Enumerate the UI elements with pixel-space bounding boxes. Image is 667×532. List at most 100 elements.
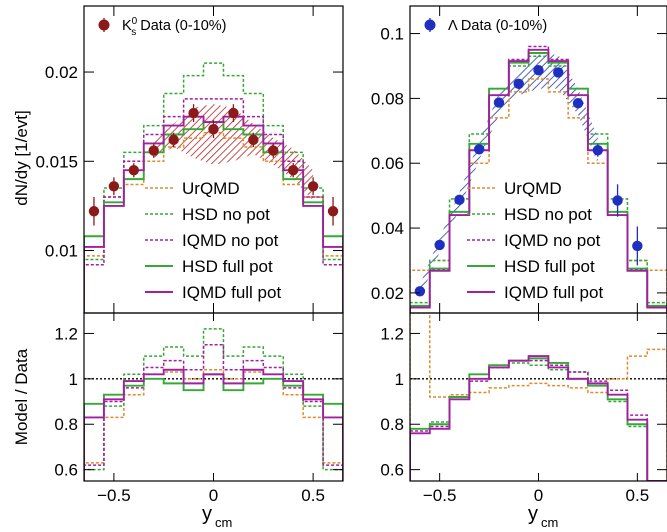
data-point — [414, 286, 426, 297]
data-marker — [493, 97, 505, 108]
panel-k0s-ratio: 0.6 0.8 1 1.2 −0.5 0 0.5 — [54, 312, 344, 505]
data-point — [434, 239, 445, 251]
data-marker — [248, 134, 259, 146]
data-marker — [612, 195, 623, 206]
y-tick: 1.2 — [380, 324, 667, 343]
plot-area — [410, 313, 667, 481]
series-hsd_nopot — [84, 328, 343, 481]
data-point — [327, 196, 339, 226]
x-axis-label-sub: cm — [541, 515, 558, 530]
data-point — [248, 132, 259, 148]
y-tick-label: 0.6 — [380, 461, 404, 480]
data-marker — [513, 78, 524, 90]
series-urqmd — [410, 313, 667, 481]
data-point — [307, 177, 319, 196]
data-marker — [434, 239, 445, 251]
y-tick-label: 0.06 — [371, 154, 404, 173]
data-marker — [553, 67, 564, 78]
y-tick-label: 1 — [69, 370, 78, 389]
model-legend: UrQMD HSD no pot IQMD no pot HSD full pot IQ… — [145, 179, 281, 302]
plot-frame — [83, 312, 344, 482]
legend-entry-hsd_full: HSD full pot — [145, 257, 273, 276]
legend-label: HSD full pot — [182, 257, 273, 276]
y-axis-label-bottom: Model / Data — [12, 348, 31, 445]
data-point — [188, 104, 199, 123]
data-point — [108, 177, 120, 196]
data-point — [268, 143, 279, 158]
plot-area — [84, 328, 343, 481]
data-marker — [128, 165, 140, 176]
data-marker — [473, 144, 485, 155]
legend-label: HSD full pot — [504, 257, 595, 276]
legend-label: IQMD full pot — [182, 283, 281, 302]
data-legend-label: Λ Data (0-10%) — [448, 18, 547, 34]
data-point — [553, 67, 564, 78]
panel-lambda-spectrum: 0.02 0.04 0.06 0.08 0.1 Λ Data (0-10%) UrQMD HS… — [371, 5, 667, 314]
y-tick-label: 1 — [395, 370, 404, 389]
y-tick-label: 0.8 — [380, 415, 404, 434]
model-legend: UrQMD HSD no pot IQMD no pot HSD full pot IQ… — [467, 179, 603, 302]
x-tick-label: 0 — [209, 486, 218, 505]
y-tick-label: 0.6 — [54, 461, 78, 480]
y-tick-label: 1.2 — [54, 324, 78, 343]
x-tick: 0.5 — [626, 313, 650, 505]
x-tick-label: 0.5 — [301, 486, 325, 505]
data-point — [454, 194, 465, 206]
legend-entry-hsd_full: HSD full pot — [467, 257, 595, 276]
legend-label: IQMD no pot — [504, 231, 601, 250]
data-point — [473, 144, 485, 155]
data-marker — [414, 286, 426, 297]
y-tick: 1.2 — [54, 324, 343, 343]
data-point — [572, 98, 584, 109]
data-point — [148, 143, 159, 158]
y-tick-label: 0.02 — [371, 284, 404, 303]
data-point — [168, 132, 179, 148]
data-point — [513, 78, 524, 90]
x-tick-label: −0.5 — [423, 486, 457, 505]
data-marker — [592, 145, 604, 156]
x-axis-label-left: y cm — [202, 503, 232, 530]
data-marker — [108, 181, 120, 192]
y-tick: 0.06 — [371, 154, 667, 173]
legend-entry-urqmd: UrQMD — [145, 179, 240, 198]
y-tick: 0.015 — [35, 152, 343, 171]
data-marker — [632, 240, 643, 252]
data-legend: K0 s Data (0-10%) — [98, 16, 227, 38]
data-point — [287, 163, 299, 178]
data-point — [493, 97, 505, 108]
data-point — [208, 120, 219, 139]
data-point — [612, 184, 623, 217]
y-tick-label: 0.8 — [54, 415, 78, 434]
series-iqmd_full — [84, 368, 343, 481]
uncertainty-band — [419, 54, 598, 298]
data-point — [88, 196, 100, 226]
y-tick-label: 0.02 — [45, 63, 78, 82]
series-urqmd — [84, 369, 343, 481]
x-tick: 0 — [209, 313, 218, 505]
data-marker — [307, 181, 319, 192]
y-tick: 1 — [69, 370, 343, 389]
data-marker — [533, 64, 544, 76]
legend-label: HSD no pot — [504, 205, 592, 224]
x-tick: 0 — [534, 313, 543, 505]
y-axis-label-top: dN/dy [1/evt] — [12, 110, 31, 205]
x-tick-label: 0.5 — [626, 486, 650, 505]
data-point — [228, 104, 239, 123]
data-point — [632, 226, 643, 266]
series-iqmd_full — [410, 48, 667, 313]
data-marker — [148, 145, 159, 156]
data-marker — [228, 107, 239, 119]
y-tick: 1 — [395, 370, 667, 389]
data-marker — [287, 165, 299, 176]
data-marker — [208, 123, 219, 135]
x-axis-label-main: y — [528, 503, 538, 525]
y-tick: 0.8 — [380, 415, 667, 434]
x-axis-label-main: y — [202, 503, 212, 525]
series-iqmd_full — [410, 355, 667, 481]
legend-entry-urqmd: UrQMD — [467, 179, 562, 198]
plot-area — [410, 45, 667, 313]
x-tick: −0.5 — [97, 313, 131, 505]
y-tick-label: 0.08 — [371, 89, 404, 108]
y-tick: 0.02 — [371, 284, 667, 303]
y-tick: 0.6 — [380, 461, 667, 480]
